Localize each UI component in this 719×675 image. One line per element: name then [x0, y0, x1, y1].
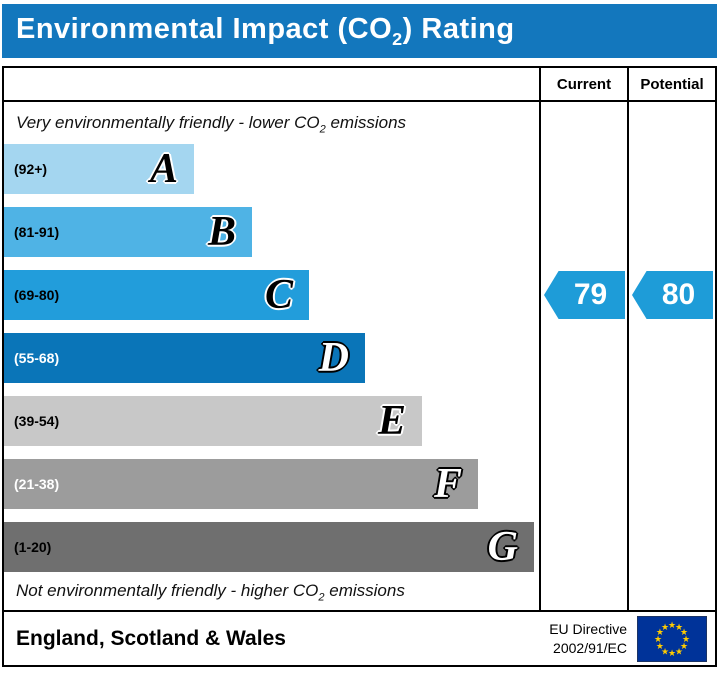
eu-star-icon: ★ [661, 623, 669, 633]
band-bar-c: (69-80) C [4, 270, 309, 320]
eu-directive-text: EU Directive 2002/91/EC [549, 620, 627, 656]
eu-star-icon: ★ [656, 642, 664, 652]
band-range-label: (1-20) [14, 539, 52, 555]
chart-body: Very environmentally friendly - lower CO… [4, 102, 715, 610]
eu-star-icon: ★ [661, 647, 669, 657]
footer: England, Scotland & Wales EU Directive 2… [2, 612, 717, 667]
eu-directive-line2: 2002/91/EC [553, 639, 627, 656]
top-note-pre: Very environmentally friendly - lower CO [16, 113, 320, 132]
current-value: 79 [573, 278, 608, 311]
current-column-header: Current [539, 68, 627, 100]
eu-star-icon: ★ [675, 647, 683, 657]
band-range-label: (55-68) [14, 350, 60, 366]
potential-column-header: Potential [627, 68, 715, 100]
eu-flag-stars: ★★★★★★★★★★★★ [654, 621, 690, 659]
page-title-subscript: 2 [392, 28, 403, 49]
band-row-g: (1-20) G [4, 522, 539, 572]
top-note-post: emissions [325, 113, 407, 132]
eu-star-icon: ★ [668, 621, 676, 631]
potential-column: 80 [627, 102, 715, 610]
band-letter: B [207, 209, 236, 255]
bands: (92+) A (81-91) B (69-80) C (55-68) D (39-54) E (2… [4, 144, 539, 572]
bottom-note-pre: Not environmentally friendly - higher CO [16, 581, 319, 600]
band-row-d: (55-68) D [4, 333, 539, 383]
top-note: Very environmentally friendly - lower CO… [4, 102, 539, 144]
region-label: England, Scotland & Wales [16, 626, 286, 650]
band-letter: G [487, 524, 518, 570]
page-title-post: ) Rating [402, 12, 515, 45]
eu-flag-icon: ★★★★★★★★★★★★ [637, 615, 707, 662]
eu-directive-line1: EU Directive [549, 621, 627, 638]
band-row-a: (92+) A [4, 144, 539, 194]
band-letter: E [377, 398, 406, 444]
band-range-label: (39-54) [14, 413, 60, 429]
band-row-e: (39-54) E [4, 396, 539, 446]
band-bar-b: (81-91) B [4, 207, 252, 257]
band-row-b: (81-91) B [4, 207, 539, 257]
title-bar: Environmental Impact (CO2) Rating [2, 4, 717, 58]
bottom-note-subscript: 2 [318, 591, 325, 604]
eu-star-icon: ★ [654, 635, 662, 645]
band-letter: C [264, 272, 293, 318]
eu-flag-field [637, 615, 707, 662]
band-bar-f: (21-38) F [4, 459, 478, 509]
top-note-subscript: 2 [319, 123, 326, 136]
band-range-label: (81-91) [14, 224, 60, 240]
band-bar-g: (1-20) G [4, 522, 534, 572]
rating-bands-column: Very environmentally friendly - lower CO… [4, 102, 539, 610]
band-row-f: (21-38) F [4, 459, 539, 509]
chart-header-spacer [4, 68, 539, 100]
chart-header-row: Current Potential [4, 68, 715, 102]
band-range-label: (69-80) [14, 287, 60, 303]
eu-star-icon: ★ [682, 635, 690, 645]
potential-arrow: 80 [632, 271, 713, 319]
band-letter: F [433, 461, 462, 507]
eu-star-icon: ★ [675, 623, 683, 633]
current-arrow: 79 [544, 271, 625, 319]
band-row-c: (69-80) C [4, 270, 539, 320]
potential-value: 80 [661, 278, 696, 311]
band-range-label: (92+) [14, 161, 48, 177]
bottom-note-post: emissions [324, 581, 405, 600]
current-column: 79 [539, 102, 627, 610]
page-title: Environmental Impact (CO2) Rating [16, 13, 515, 50]
page-title-pre: Environmental Impact (CO [16, 12, 393, 45]
bottom-note: Not environmentally friendly - higher CO… [4, 572, 539, 610]
band-range-label: (21-38) [14, 476, 60, 492]
band-letter: A [149, 146, 178, 192]
eu-star-icon: ★ [668, 649, 676, 659]
eu-star-icon: ★ [656, 628, 664, 638]
rating-chart: Current Potential Very environmentally f… [2, 66, 717, 612]
band-bar-e: (39-54) E [4, 396, 422, 446]
eu-star-icon: ★ [680, 642, 688, 652]
band-bar-d: (55-68) D [4, 333, 365, 383]
eu-star-icon: ★ [680, 628, 688, 638]
band-bar-a: (92+) A [4, 144, 194, 194]
band-letter: D [318, 335, 349, 381]
